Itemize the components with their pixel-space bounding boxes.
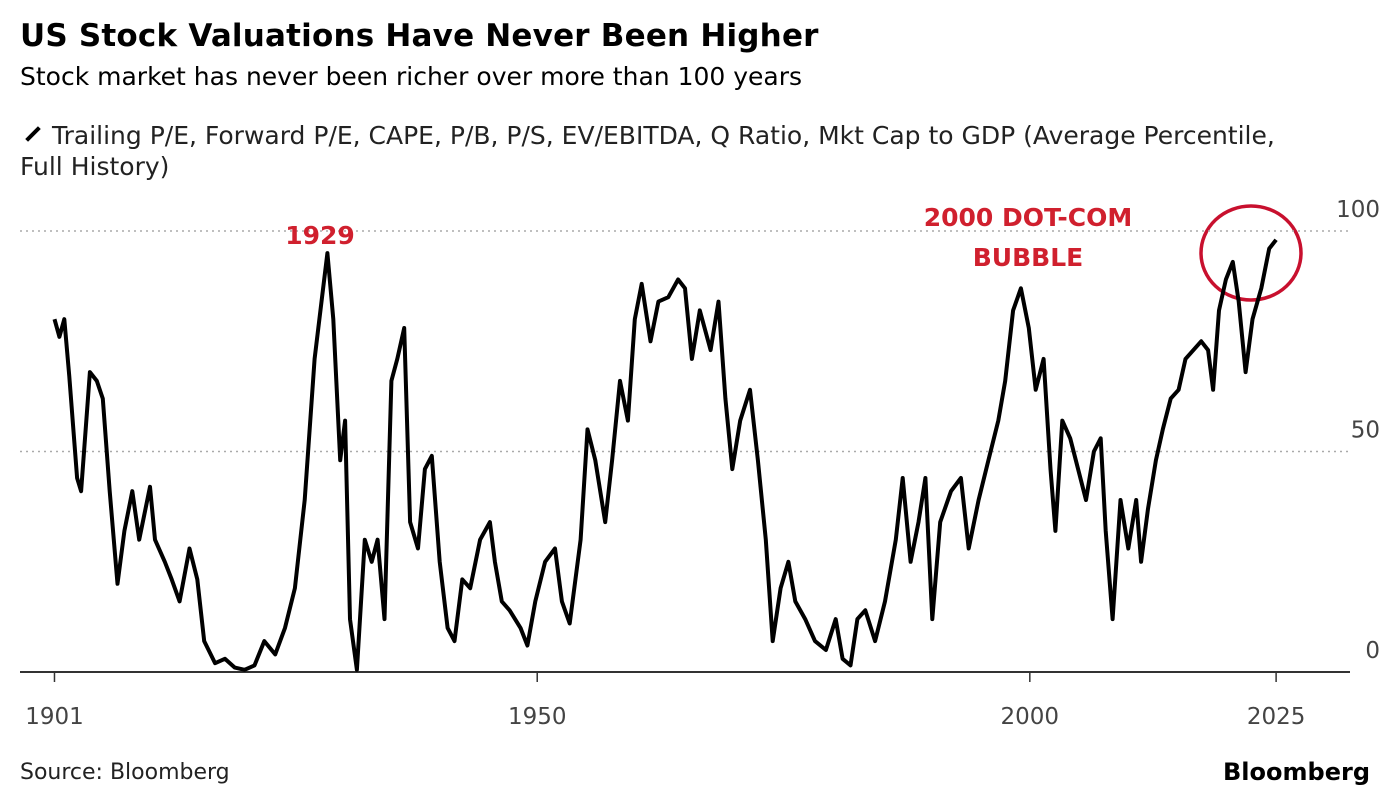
x-tick-label: 1901 — [25, 704, 84, 730]
annotation: 2000 DOT-COM — [924, 203, 1133, 232]
legend-label: Trailing P/E, Forward P/E, CAPE, P/B, P/… — [20, 121, 1275, 181]
chart-subtitle: Stock market has never been richer over … — [20, 62, 803, 91]
brand-logo: Bloomberg — [1223, 758, 1370, 786]
y-tick-label: 100 — [1336, 197, 1380, 223]
legend: Trailing P/E, Forward P/E, CAPE, P/B, P/… — [20, 120, 1310, 182]
highlight-circle — [1199, 204, 1303, 302]
series-line — [52, 238, 1278, 672]
annotation: BUBBLE — [973, 243, 1083, 272]
y-tick-label: 0 — [1365, 638, 1380, 664]
chart-title: US Stock Valuations Have Never Been High… — [20, 18, 819, 54]
x-tick-label: 2000 — [1001, 704, 1060, 730]
source-note: Source: Bloomberg — [20, 760, 230, 785]
x-tick-label: 2025 — [1247, 704, 1306, 730]
annotation: 1929 — [285, 221, 355, 250]
x-tick-label: 1950 — [508, 704, 567, 730]
y-tick-label: 50 — [1351, 418, 1380, 444]
